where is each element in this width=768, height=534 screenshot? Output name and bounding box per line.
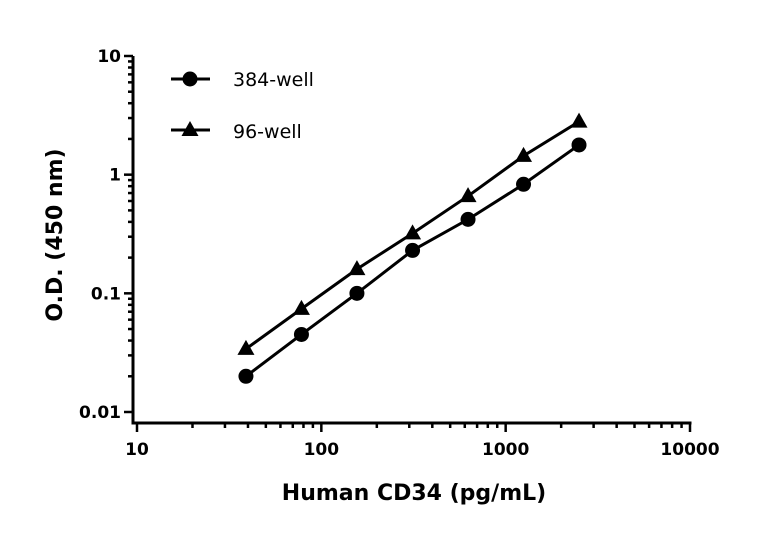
x-axis-label: Human CD34 (pg/mL) bbox=[282, 481, 546, 506]
x-tick-label: 100 bbox=[304, 440, 340, 460]
data-point-circle bbox=[460, 211, 476, 227]
data-point-circle bbox=[238, 368, 254, 384]
series-96-well bbox=[237, 112, 588, 355]
legend: 384-well 96-well bbox=[171, 69, 314, 143]
legend-label-384-well: 384-well bbox=[233, 69, 314, 91]
x-tick-labels: 10 100 1000 10000 bbox=[125, 440, 720, 460]
legend-marker-triangle bbox=[181, 121, 199, 136]
x-tick-label: 1000 bbox=[482, 440, 529, 460]
y-tick-label: 1 bbox=[109, 166, 121, 186]
data-point-circle bbox=[405, 242, 421, 258]
y-tick-label: 0.01 bbox=[79, 403, 121, 423]
x-tick-label: 10 bbox=[125, 440, 149, 460]
data-point-triangle bbox=[459, 187, 477, 203]
y-tick-label: 0.1 bbox=[91, 284, 121, 304]
data-point-circle bbox=[516, 176, 532, 192]
legend-label-96-well: 96-well bbox=[233, 121, 302, 143]
axes bbox=[124, 54, 692, 432]
data-point-triangle bbox=[292, 299, 310, 315]
data-point-triangle bbox=[515, 146, 533, 162]
x-tick-label: 10000 bbox=[660, 440, 719, 460]
legend-marker-circle bbox=[182, 71, 198, 87]
data-point-triangle bbox=[570, 112, 588, 128]
series-384-well bbox=[238, 137, 587, 384]
data-point-circle bbox=[349, 285, 365, 301]
y-axis-label: O.D. (450 nm) bbox=[43, 148, 68, 321]
data-point-circle bbox=[293, 326, 309, 342]
data-point-triangle bbox=[404, 224, 422, 240]
data-point-circle bbox=[571, 137, 587, 153]
y-tick-labels: 0.01 0.1 1 10 bbox=[79, 47, 121, 423]
data-point-triangle bbox=[237, 339, 255, 355]
data-point-triangle bbox=[348, 260, 366, 276]
y-tick-label: 10 bbox=[97, 47, 121, 67]
series-layer bbox=[237, 112, 588, 384]
